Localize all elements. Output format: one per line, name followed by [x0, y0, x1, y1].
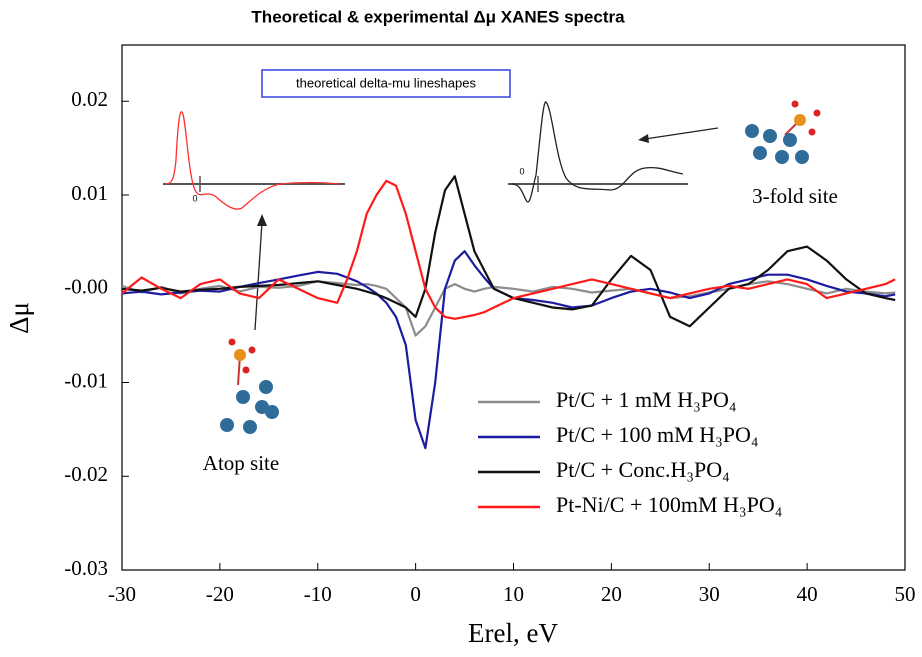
legend-label: Pt-Ni/C + 100mM H₃PO₄ — [556, 492, 782, 517]
x-tick-label: 40 — [797, 582, 818, 606]
y-tick-label: 0.02 — [71, 87, 108, 111]
molecule-atop — [220, 338, 279, 434]
x-tick-label: 50 — [895, 582, 916, 606]
legend-label: Pt/C + 1 mM H₃PO₄ — [556, 387, 737, 412]
series-line — [121, 175, 896, 328]
legend-label: Pt/C + Conc.H₃PO₄ — [556, 457, 730, 482]
y-tick-label: -0.00 — [64, 275, 108, 299]
annotation-box — [261, 69, 511, 98]
y-tick-label: -0.02 — [64, 462, 108, 486]
annotation: 0 — [192, 193, 197, 203]
inset-3fold — [508, 101, 688, 203]
annotation: 0 — [519, 166, 524, 176]
inset-atop — [163, 111, 345, 210]
annotation: theoretical delta-mu lineshapes — [296, 75, 476, 90]
x-tick-label: 0 — [410, 582, 421, 606]
series-line — [121, 179, 896, 320]
y-tick-label: 0.01 — [71, 181, 108, 205]
x-tick-label: -20 — [206, 582, 234, 606]
series-line — [121, 280, 896, 337]
annotation: 3-fold site — [752, 184, 838, 208]
plot-frame — [121, 44, 906, 571]
y-tick-label: -0.03 — [64, 556, 108, 580]
y-axis-label: Δμ — [4, 302, 34, 334]
legend-label: Pt/C + 100 mM H₃PO₄ — [556, 422, 759, 447]
chart-title: Theoretical & experimental Δμ XANES spec… — [251, 7, 625, 26]
x-tick-label: 10 — [503, 582, 524, 606]
annotation: Atop site — [203, 451, 279, 475]
molecule-3fold — [745, 100, 821, 164]
x-tick-label: -10 — [304, 582, 332, 606]
x-axis-label: Erel, eV — [468, 618, 558, 648]
x-tick-label: -30 — [108, 582, 136, 606]
y-tick-label: -0.01 — [64, 368, 108, 392]
arrows — [254, 127, 719, 331]
x-tick-label: 20 — [601, 582, 622, 606]
x-tick-label: 30 — [699, 582, 720, 606]
